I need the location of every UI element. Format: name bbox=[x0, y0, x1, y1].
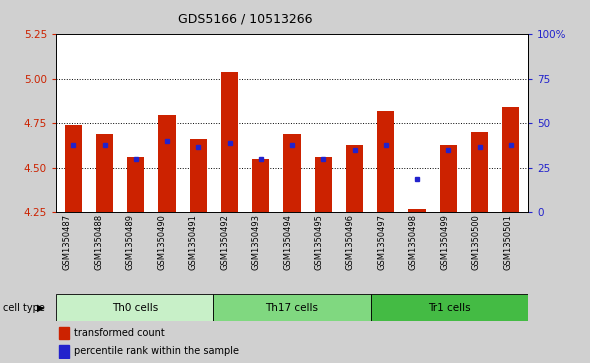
Bar bbox=[252, 159, 270, 212]
Text: GSM1350493: GSM1350493 bbox=[251, 214, 261, 270]
Bar bbox=[377, 111, 395, 212]
Text: GSM1350497: GSM1350497 bbox=[378, 214, 386, 270]
Text: GSM1350489: GSM1350489 bbox=[126, 214, 135, 270]
Text: GSM1350491: GSM1350491 bbox=[189, 214, 198, 270]
Bar bbox=[471, 132, 488, 212]
Bar bbox=[159, 115, 176, 212]
Text: ▶: ▶ bbox=[37, 303, 44, 313]
Text: transformed count: transformed count bbox=[74, 328, 165, 338]
Bar bbox=[189, 139, 207, 212]
Text: GDS5166 / 10513266: GDS5166 / 10513266 bbox=[178, 13, 312, 26]
Bar bbox=[440, 145, 457, 212]
Bar bbox=[59, 345, 69, 358]
Bar bbox=[59, 327, 69, 339]
Text: Th0 cells: Th0 cells bbox=[112, 303, 158, 313]
Bar bbox=[65, 125, 82, 212]
Bar bbox=[214, 294, 371, 321]
Bar bbox=[56, 294, 214, 321]
Text: GSM1350495: GSM1350495 bbox=[314, 214, 323, 270]
Bar bbox=[283, 134, 301, 212]
Text: GSM1350498: GSM1350498 bbox=[409, 214, 418, 270]
Text: GSM1350490: GSM1350490 bbox=[157, 214, 166, 270]
Text: cell type: cell type bbox=[3, 303, 45, 313]
Bar bbox=[502, 107, 519, 212]
Text: GSM1350496: GSM1350496 bbox=[346, 214, 355, 270]
Text: GSM1350492: GSM1350492 bbox=[220, 214, 229, 270]
Text: Th17 cells: Th17 cells bbox=[266, 303, 319, 313]
Bar bbox=[346, 145, 363, 212]
Text: GSM1350488: GSM1350488 bbox=[94, 214, 103, 270]
Text: Tr1 cells: Tr1 cells bbox=[428, 303, 471, 313]
Text: GSM1350500: GSM1350500 bbox=[472, 214, 481, 270]
Bar bbox=[408, 209, 425, 212]
Bar bbox=[127, 157, 145, 212]
Text: GSM1350487: GSM1350487 bbox=[63, 214, 72, 270]
Bar bbox=[221, 72, 238, 212]
Bar bbox=[371, 294, 528, 321]
Text: GSM1350494: GSM1350494 bbox=[283, 214, 292, 270]
Text: percentile rank within the sample: percentile rank within the sample bbox=[74, 346, 240, 356]
Text: GSM1350501: GSM1350501 bbox=[503, 214, 512, 270]
Bar bbox=[96, 134, 113, 212]
Bar bbox=[314, 157, 332, 212]
Text: GSM1350499: GSM1350499 bbox=[440, 214, 450, 270]
